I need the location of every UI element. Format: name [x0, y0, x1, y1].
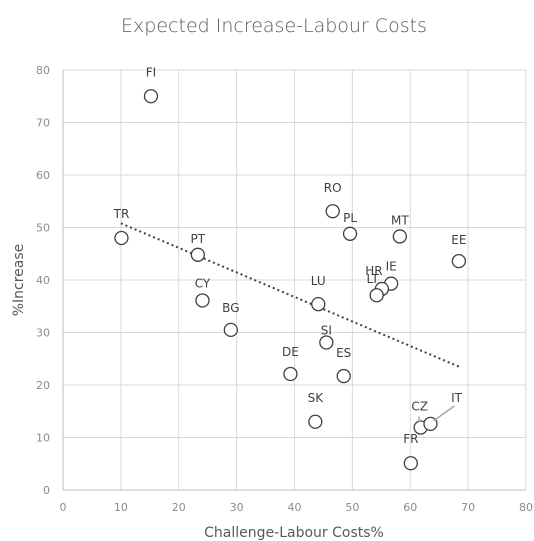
y-axis-title: %Increase	[11, 244, 27, 317]
point-label-hr: HR	[365, 264, 382, 278]
x-tick-label: 10	[114, 501, 128, 514]
data-point-si	[319, 335, 334, 350]
gridlines	[63, 69, 527, 490]
data-points	[114, 89, 467, 471]
chart-title: Expected Increase-Labour Costs	[121, 15, 427, 37]
point-label-mt: MT	[391, 213, 409, 227]
data-point-ro	[325, 204, 340, 219]
x-axis-title: Challenge-Labour Costs%	[204, 525, 384, 541]
point-label-lt: LT	[366, 272, 379, 286]
data-point-ee	[451, 253, 467, 269]
data-point-de	[283, 366, 298, 382]
point-label-ro: RO	[324, 181, 342, 195]
point-label-ee: EE	[451, 233, 466, 247]
data-point-lu	[311, 296, 326, 312]
y-tick-label: 10	[36, 432, 50, 445]
point-label-cy: CY	[195, 276, 211, 290]
leader-line-cz	[417, 416, 421, 422]
x-tick-label: 50	[345, 501, 359, 514]
y-tick-label: 20	[36, 379, 50, 392]
data-point-bg	[223, 322, 238, 338]
point-label-tr: TR	[113, 207, 130, 221]
data-point-fi	[143, 89, 159, 104]
data-point-pl	[342, 226, 358, 241]
point-label-lu: LU	[311, 274, 326, 288]
point-label-ie: IE	[386, 260, 397, 274]
point-label-sk: SK	[308, 391, 325, 405]
y-tick-label: 80	[36, 64, 50, 77]
x-tick-label: 30	[230, 501, 244, 514]
data-point-fr	[403, 456, 418, 471]
data-point-mt	[392, 229, 407, 244]
x-tick-label: 70	[461, 501, 475, 514]
y-tick-label: 0	[43, 484, 50, 497]
y-tick-label: 50	[36, 222, 50, 235]
y-tick-label: 70	[36, 117, 50, 130]
x-tick-label: 20	[172, 501, 186, 514]
point-label-si: SI	[321, 323, 332, 337]
y-tick-label: 60	[36, 169, 50, 182]
data-point-cy	[195, 293, 210, 308]
axes	[62, 70, 526, 491]
x-tick-label: 0	[60, 501, 67, 514]
linear-trendline	[120, 222, 460, 368]
point-label-it: IT	[451, 391, 463, 405]
x-tick-label: 80	[519, 501, 533, 514]
x-tick-label: 40	[288, 501, 302, 514]
point-label-fi: FI	[146, 65, 156, 79]
tick-labels: 0 10 20 30 40 50 60 70 80 0 10 20 30 40 50 60 70 80	[36, 64, 533, 514]
y-tick-label: 40	[36, 274, 50, 287]
data-point-sk	[308, 414, 323, 429]
point-label-bg: BG	[222, 301, 239, 315]
point-label-es: ES	[336, 346, 351, 360]
point-label-pt: PT	[191, 232, 206, 246]
trendline	[120, 222, 460, 368]
point-label-fr: FR	[403, 432, 418, 446]
point-label-de: DE	[282, 345, 299, 359]
data-point-es	[336, 368, 351, 384]
x-tick-label: 60	[403, 501, 417, 514]
data-point-tr	[114, 230, 129, 246]
leader-line-it	[433, 405, 455, 422]
y-tick-label: 30	[36, 327, 50, 340]
point-label-cz: CZ	[411, 400, 428, 414]
data-point-pt	[190, 247, 205, 262]
data-point-lt	[369, 288, 384, 303]
point-label-pl: PL	[343, 211, 357, 225]
